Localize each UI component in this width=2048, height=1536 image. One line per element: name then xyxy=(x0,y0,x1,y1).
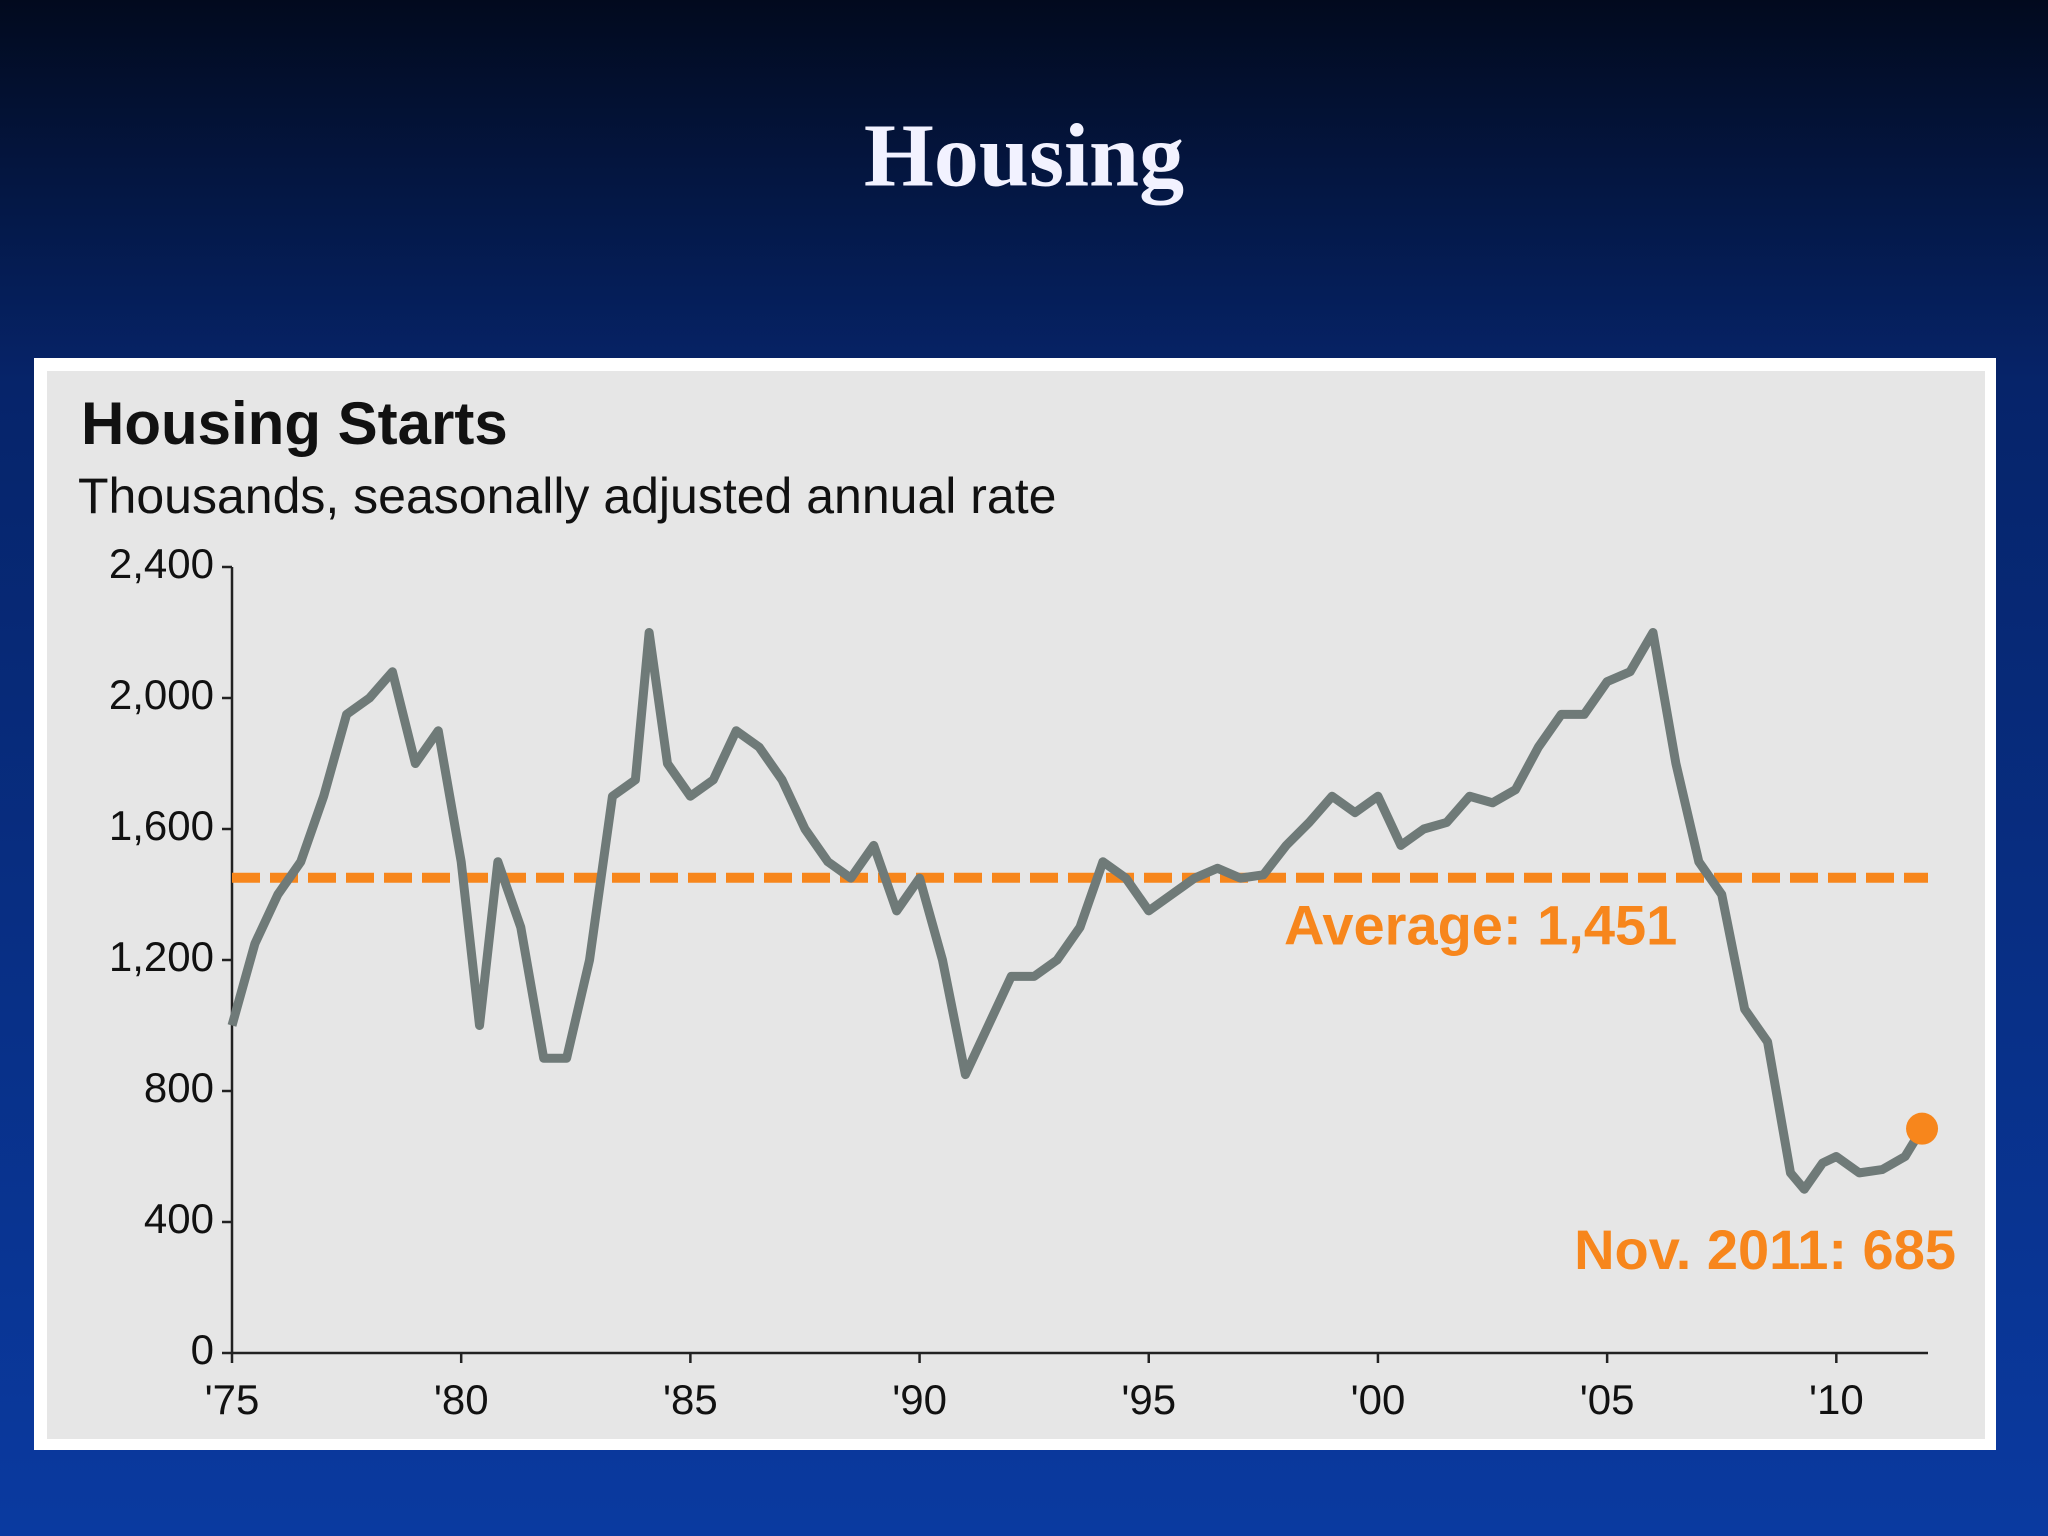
chart-title: Housing Starts xyxy=(81,390,508,457)
x-tick-label: '75 xyxy=(205,1376,260,1423)
data-line xyxy=(227,628,1926,1194)
x-tick-label: '10 xyxy=(1809,1376,1864,1423)
x-tick-label: '90 xyxy=(892,1376,947,1423)
y-tick-label: 800 xyxy=(144,1064,214,1111)
x-tick-label: '00 xyxy=(1351,1376,1406,1423)
slide-title: Housing xyxy=(864,107,1184,206)
average-label: Average: 1,451 xyxy=(1284,894,1677,957)
y-tick-label: 0 xyxy=(191,1326,214,1373)
y-tick-label: 2,400 xyxy=(109,540,214,587)
chart-panel xyxy=(47,371,1985,1439)
x-tick-label: '80 xyxy=(434,1376,489,1423)
x-tick-label: '05 xyxy=(1580,1376,1635,1423)
y-tick-label: 1,200 xyxy=(109,933,214,980)
y-tick-label: 2,000 xyxy=(109,671,214,718)
x-tick-label: '95 xyxy=(1121,1376,1176,1423)
x-tick-label: '85 xyxy=(663,1376,718,1423)
latest-marker xyxy=(1906,1112,1939,1145)
chart-subtitle: Thousands, seasonally adjusted annual ra… xyxy=(78,468,1056,524)
latest-label: Nov. 2011: 685 xyxy=(1574,1218,1956,1281)
y-tick-label: 1,600 xyxy=(109,802,214,849)
y-tick-label: 400 xyxy=(144,1195,214,1242)
